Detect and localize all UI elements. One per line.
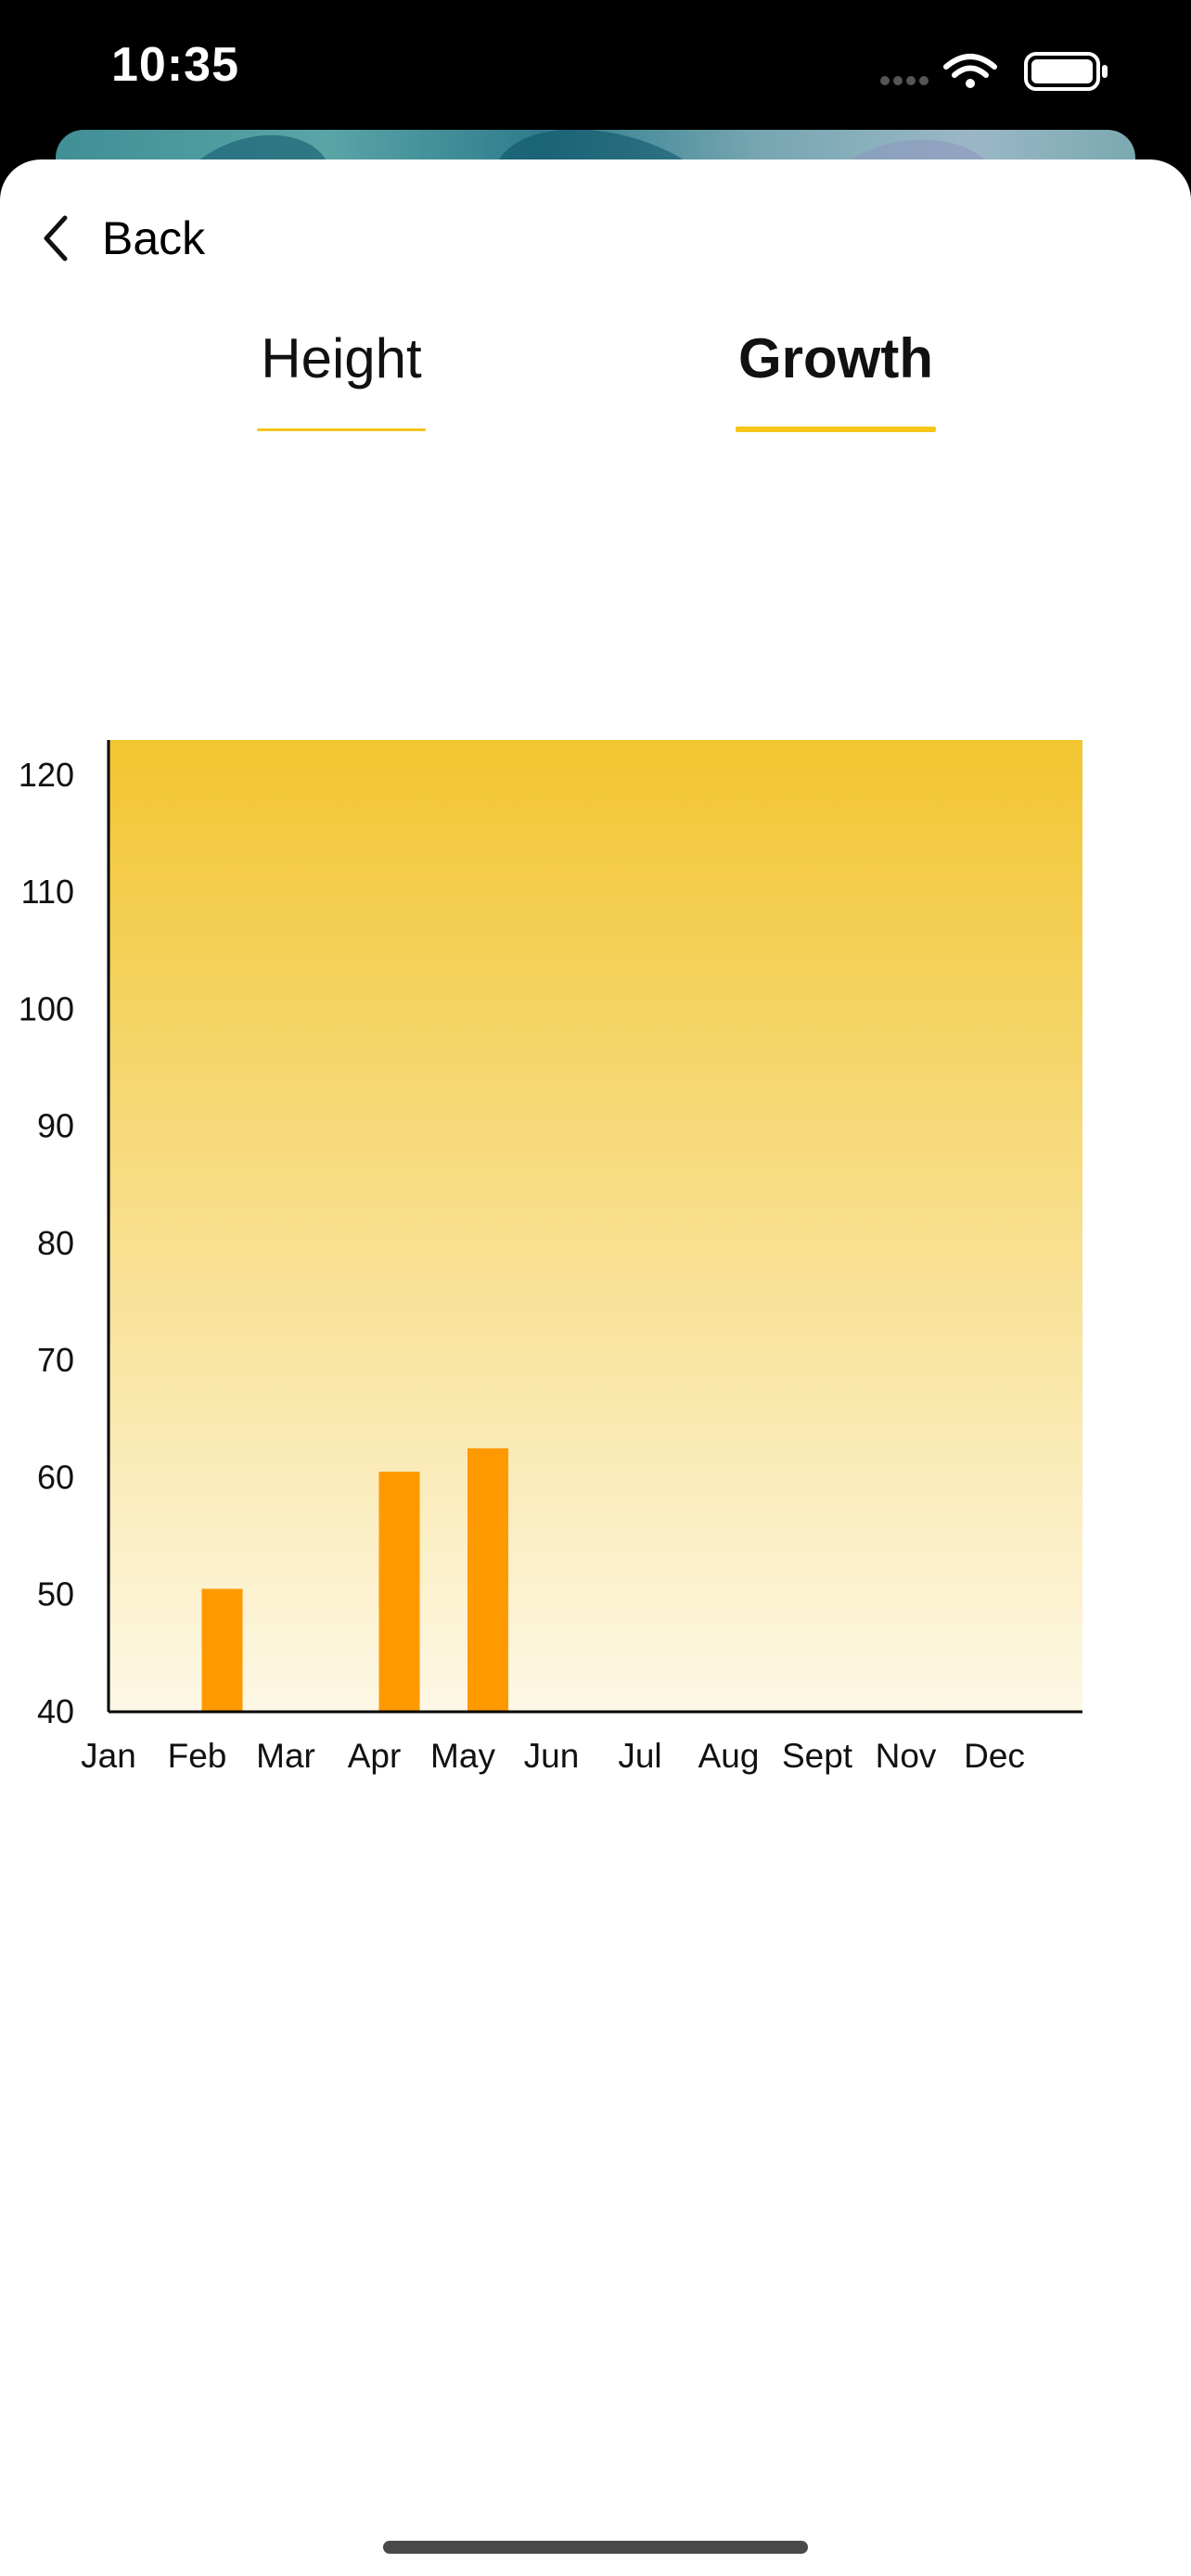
- status-time: 10:35: [111, 38, 239, 92]
- bar-feb: [201, 1588, 243, 1712]
- y-tick-label: 100: [19, 989, 74, 1027]
- plot-area: [109, 740, 1082, 1712]
- x-tick-label: Apr: [348, 1737, 402, 1775]
- y-tick-label: 50: [37, 1575, 74, 1613]
- tab-growth[interactable]: Growth: [736, 326, 936, 432]
- y-tick-label: 60: [37, 1458, 74, 1496]
- tab-height[interactable]: Height: [257, 326, 426, 431]
- growth-chart: 40 50 60 70 80 90 100 110 120 Jan Feb Mar Apr May Jun J…: [0, 716, 1191, 2014]
- bar-may: [467, 1447, 508, 1712]
- y-tick-label: 120: [19, 756, 74, 794]
- x-tick-label: Feb: [168, 1737, 227, 1775]
- y-tick-label: 110: [21, 873, 74, 911]
- bar-apr: [378, 1472, 420, 1712]
- back-button[interactable]: Back: [37, 201, 205, 275]
- x-tick-label: Sept: [782, 1737, 853, 1775]
- x-tick-label: May: [430, 1737, 495, 1775]
- y-tick-label: 90: [37, 1107, 74, 1145]
- wifi-icon: [943, 54, 997, 88]
- x-tick-label: Aug: [698, 1737, 760, 1775]
- tab-height-label: Height: [261, 327, 422, 389]
- x-tick-label: Jun: [524, 1737, 580, 1775]
- y-tick-label: 80: [37, 1224, 74, 1262]
- tab-growth-label: Growth: [738, 327, 933, 389]
- home-indicator: [383, 2541, 808, 2554]
- back-label: Back: [102, 212, 206, 264]
- cellular-signal-icon: [880, 76, 928, 85]
- tab-bar: Height Growth: [0, 326, 1191, 438]
- x-tick-label: Dec: [964, 1737, 1025, 1775]
- status-icons: [880, 52, 1108, 91]
- y-tick-label: 40: [37, 1692, 74, 1730]
- tab-growth-underline: [736, 427, 936, 432]
- tab-height-underline: [257, 428, 426, 431]
- x-tick-label: Jan: [81, 1737, 136, 1775]
- chevron-left-icon: [44, 215, 68, 261]
- status-bar: 10:35: [0, 0, 1191, 139]
- x-tick-label: Jul: [618, 1737, 661, 1775]
- x-tick-label: Nov: [876, 1737, 937, 1775]
- battery-icon: [1024, 52, 1108, 91]
- growth-chart-svg: 40 50 60 70 80 90 100 110 120 Jan Feb Mar Apr May Jun J…: [19, 740, 1082, 1775]
- x-tick-label: Mar: [256, 1737, 315, 1775]
- chart-sheet: Back Height Growth 40 50 60 70 80 90 100 1: [0, 159, 1191, 2576]
- y-tick-label: 70: [37, 1341, 74, 1379]
